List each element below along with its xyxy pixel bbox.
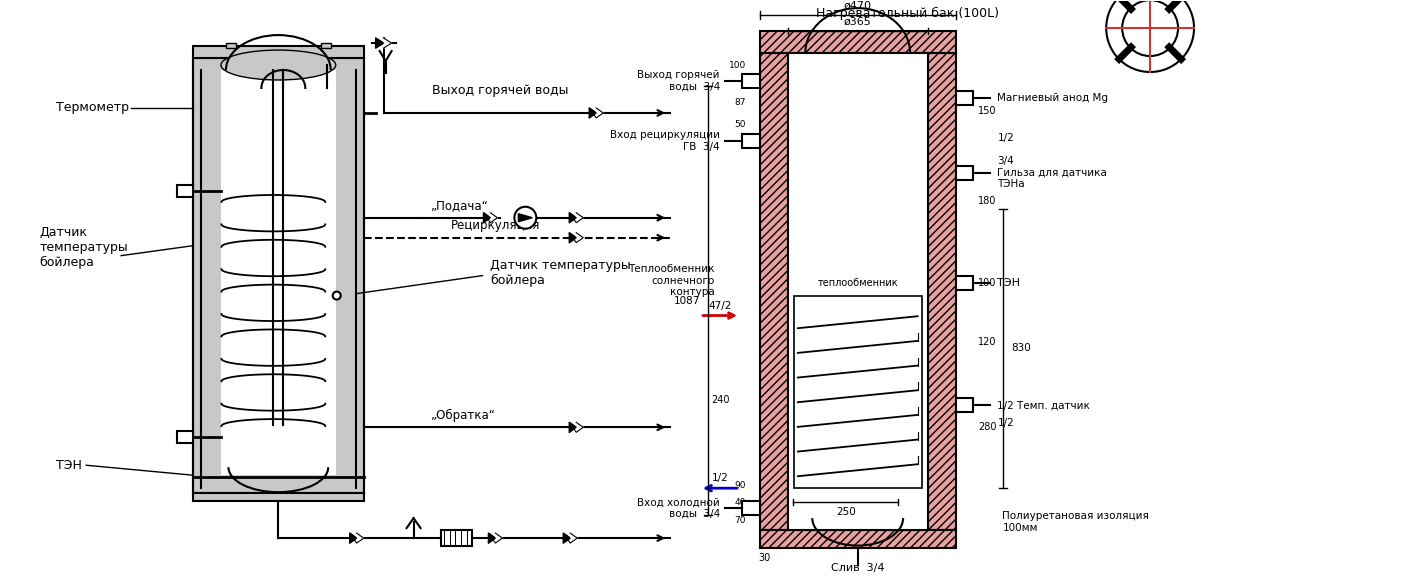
Text: теплообменник: теплообменник — [818, 278, 898, 288]
Bar — [928, 53, 956, 530]
Polygon shape — [570, 233, 577, 243]
Bar — [193, 46, 364, 58]
Text: Термометр: Термометр — [56, 101, 130, 115]
Bar — [788, 53, 928, 530]
Circle shape — [515, 207, 536, 229]
Text: Рециркуляция: Рециркуляция — [451, 219, 540, 232]
Bar — [440, 530, 472, 546]
Text: 240: 240 — [712, 395, 730, 405]
Text: 1/2: 1/2 — [997, 418, 1014, 428]
Text: 150: 150 — [979, 106, 997, 116]
Bar — [760, 530, 956, 548]
Bar — [742, 74, 760, 88]
Text: 100: 100 — [979, 278, 997, 288]
Bar — [221, 70, 336, 475]
Bar — [226, 43, 235, 48]
Text: 1/2: 1/2 — [997, 133, 1014, 143]
Bar — [956, 91, 973, 105]
Polygon shape — [577, 233, 584, 243]
Text: 47/2: 47/2 — [708, 301, 732, 311]
Polygon shape — [519, 214, 533, 222]
Circle shape — [333, 291, 341, 300]
Polygon shape — [596, 108, 603, 118]
Bar — [178, 431, 193, 443]
Bar — [320, 43, 331, 48]
Bar — [193, 493, 364, 501]
Text: Теплообменник
солнечного
контура: Теплообменник солнечного контура — [629, 264, 715, 297]
Polygon shape — [484, 213, 491, 223]
Text: ø470: ø470 — [843, 1, 871, 11]
Polygon shape — [577, 213, 584, 223]
Text: 280: 280 — [979, 422, 997, 432]
Text: Вход холодной
воды  3/4: Вход холодной воды 3/4 — [637, 497, 721, 519]
Text: 1087: 1087 — [674, 295, 699, 305]
Polygon shape — [350, 533, 357, 543]
Polygon shape — [589, 108, 596, 118]
Text: „Подача“: „Подача“ — [430, 199, 488, 212]
Text: Датчик температуры
бойлера: Датчик температуры бойлера — [491, 259, 632, 287]
Bar — [742, 501, 760, 515]
Polygon shape — [570, 213, 577, 223]
Text: 1/2: 1/2 — [712, 473, 729, 483]
Text: Датчик
температуры
бойлера: Датчик температуры бойлера — [39, 226, 128, 269]
Polygon shape — [570, 422, 577, 432]
Circle shape — [1122, 0, 1179, 56]
Bar — [956, 276, 973, 290]
Polygon shape — [570, 533, 577, 543]
Text: Нагревательный бак (100L): Нагревательный бак (100L) — [816, 6, 1000, 20]
Bar — [794, 295, 922, 488]
Bar — [193, 58, 364, 493]
Text: Вход рециркуляции
ГВ  3/4: Вход рециркуляции ГВ 3/4 — [611, 130, 721, 152]
Text: 50: 50 — [735, 121, 746, 129]
Bar — [760, 31, 956, 53]
Text: 1/2 Темп. датчик: 1/2 Темп. датчик — [997, 400, 1090, 410]
Polygon shape — [563, 533, 570, 543]
Polygon shape — [577, 422, 584, 432]
Bar — [178, 185, 193, 197]
Bar — [956, 398, 973, 412]
Text: 90°: 90° — [1170, 41, 1189, 51]
Text: ТЭН: ТЭН — [56, 459, 82, 472]
Text: „Обратка“: „Обратка“ — [430, 409, 495, 422]
Text: Выход горячей воды: Выход горячей воды — [431, 84, 568, 98]
Text: 250: 250 — [836, 507, 856, 517]
Text: Магниевый анод Mg: Магниевый анод Mg — [997, 93, 1108, 103]
Polygon shape — [375, 38, 384, 48]
Ellipse shape — [221, 50, 336, 80]
Text: 70: 70 — [735, 515, 746, 525]
Text: Полиуретановая изоляция
100мм: Полиуретановая изоляция 100мм — [1003, 511, 1149, 533]
Text: Выход горячей
воды  3/4: Выход горячей воды 3/4 — [637, 70, 721, 92]
Text: 3/4
Гильза для датчика
ТЭНа: 3/4 Гильза для датчика ТЭНа — [997, 156, 1107, 190]
Text: 40: 40 — [735, 498, 746, 507]
Text: 830: 830 — [1011, 343, 1031, 353]
Polygon shape — [491, 213, 498, 223]
Circle shape — [1107, 0, 1194, 72]
Text: 87: 87 — [735, 98, 746, 108]
Text: ТЭН: ТЭН — [997, 278, 1021, 288]
Polygon shape — [357, 533, 364, 543]
Text: 180: 180 — [979, 196, 997, 206]
Polygon shape — [384, 38, 392, 48]
Bar — [742, 134, 760, 148]
Bar — [760, 53, 788, 530]
Polygon shape — [495, 533, 502, 543]
Text: 120: 120 — [979, 338, 997, 347]
Text: 90: 90 — [735, 481, 746, 490]
Text: Слив  3/4: Слив 3/4 — [830, 563, 884, 573]
Text: 30: 30 — [759, 553, 771, 563]
Text: ø365: ø365 — [843, 17, 871, 27]
Bar — [956, 166, 973, 180]
Polygon shape — [488, 533, 495, 543]
Text: 100: 100 — [729, 60, 746, 70]
